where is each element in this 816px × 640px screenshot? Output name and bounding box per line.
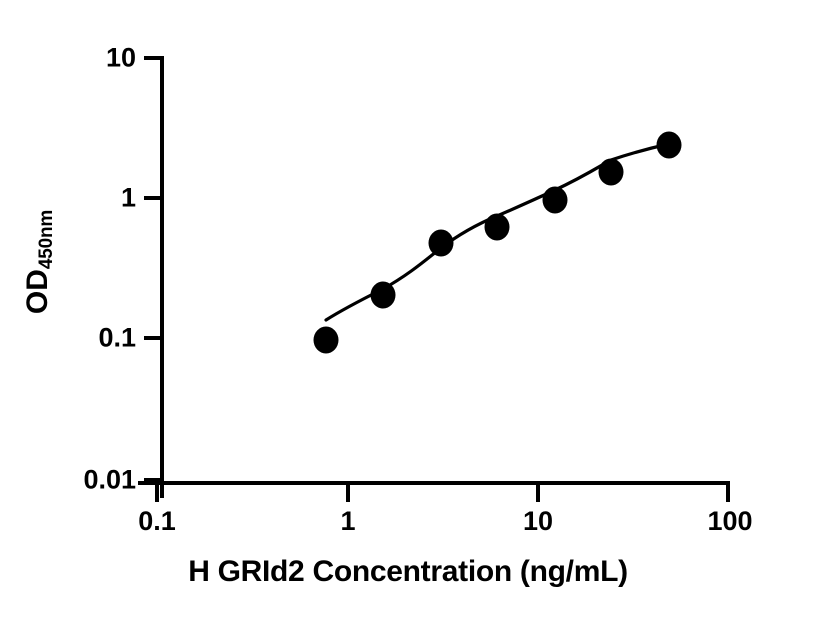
- data-point: [598, 158, 624, 186]
- x-tick-label-100: 100: [707, 506, 753, 536]
- y-axis-title-subscript: 450nm: [36, 209, 57, 270]
- y-tick-label-0.01: 0.01: [83, 464, 136, 495]
- data-point: [428, 229, 454, 257]
- y-axis-title: OD450nm: [21, 162, 57, 362]
- data-point: [542, 186, 568, 214]
- data-point: [313, 326, 339, 354]
- x-tick-label-10: 10: [522, 506, 554, 536]
- y-tick-label-10: 10: [105, 42, 136, 73]
- x-axis-title: H GRId2 Concentration (ng/mL): [188, 555, 628, 588]
- y-axis-title-main: OD: [21, 269, 54, 315]
- x-tick-label-1: 1: [340, 506, 356, 536]
- x-tick-label-0.1: 0.1: [138, 506, 176, 536]
- data-point: [656, 131, 682, 159]
- data-point: [370, 281, 396, 309]
- y-tick-label-1: 1: [120, 182, 136, 213]
- data-point: [484, 213, 510, 241]
- y-tick-label-0.1: 0.1: [98, 322, 136, 353]
